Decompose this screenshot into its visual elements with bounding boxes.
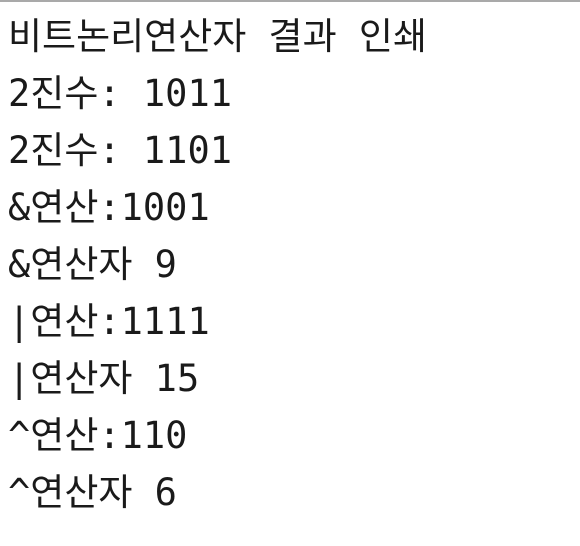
output-line-binary-2: 2진수: 1101 [8,129,233,172]
output-line-xor-decimal: ^연산자 6 [8,471,177,514]
output-line-binary-1: 2진수: 1011 [8,72,233,115]
output-line-or-binary: |연산:1111 [8,300,210,343]
output-line-xor-binary: ^연산:110 [8,414,188,457]
output-line-and-decimal: &연산자 9 [8,243,177,286]
output-line-and-binary: &연산:1001 [8,186,210,229]
output-line-or-decimal: |연산자 15 [8,357,200,400]
output-line-title: 비트논리연산자 결과 인쇄 [8,15,427,58]
